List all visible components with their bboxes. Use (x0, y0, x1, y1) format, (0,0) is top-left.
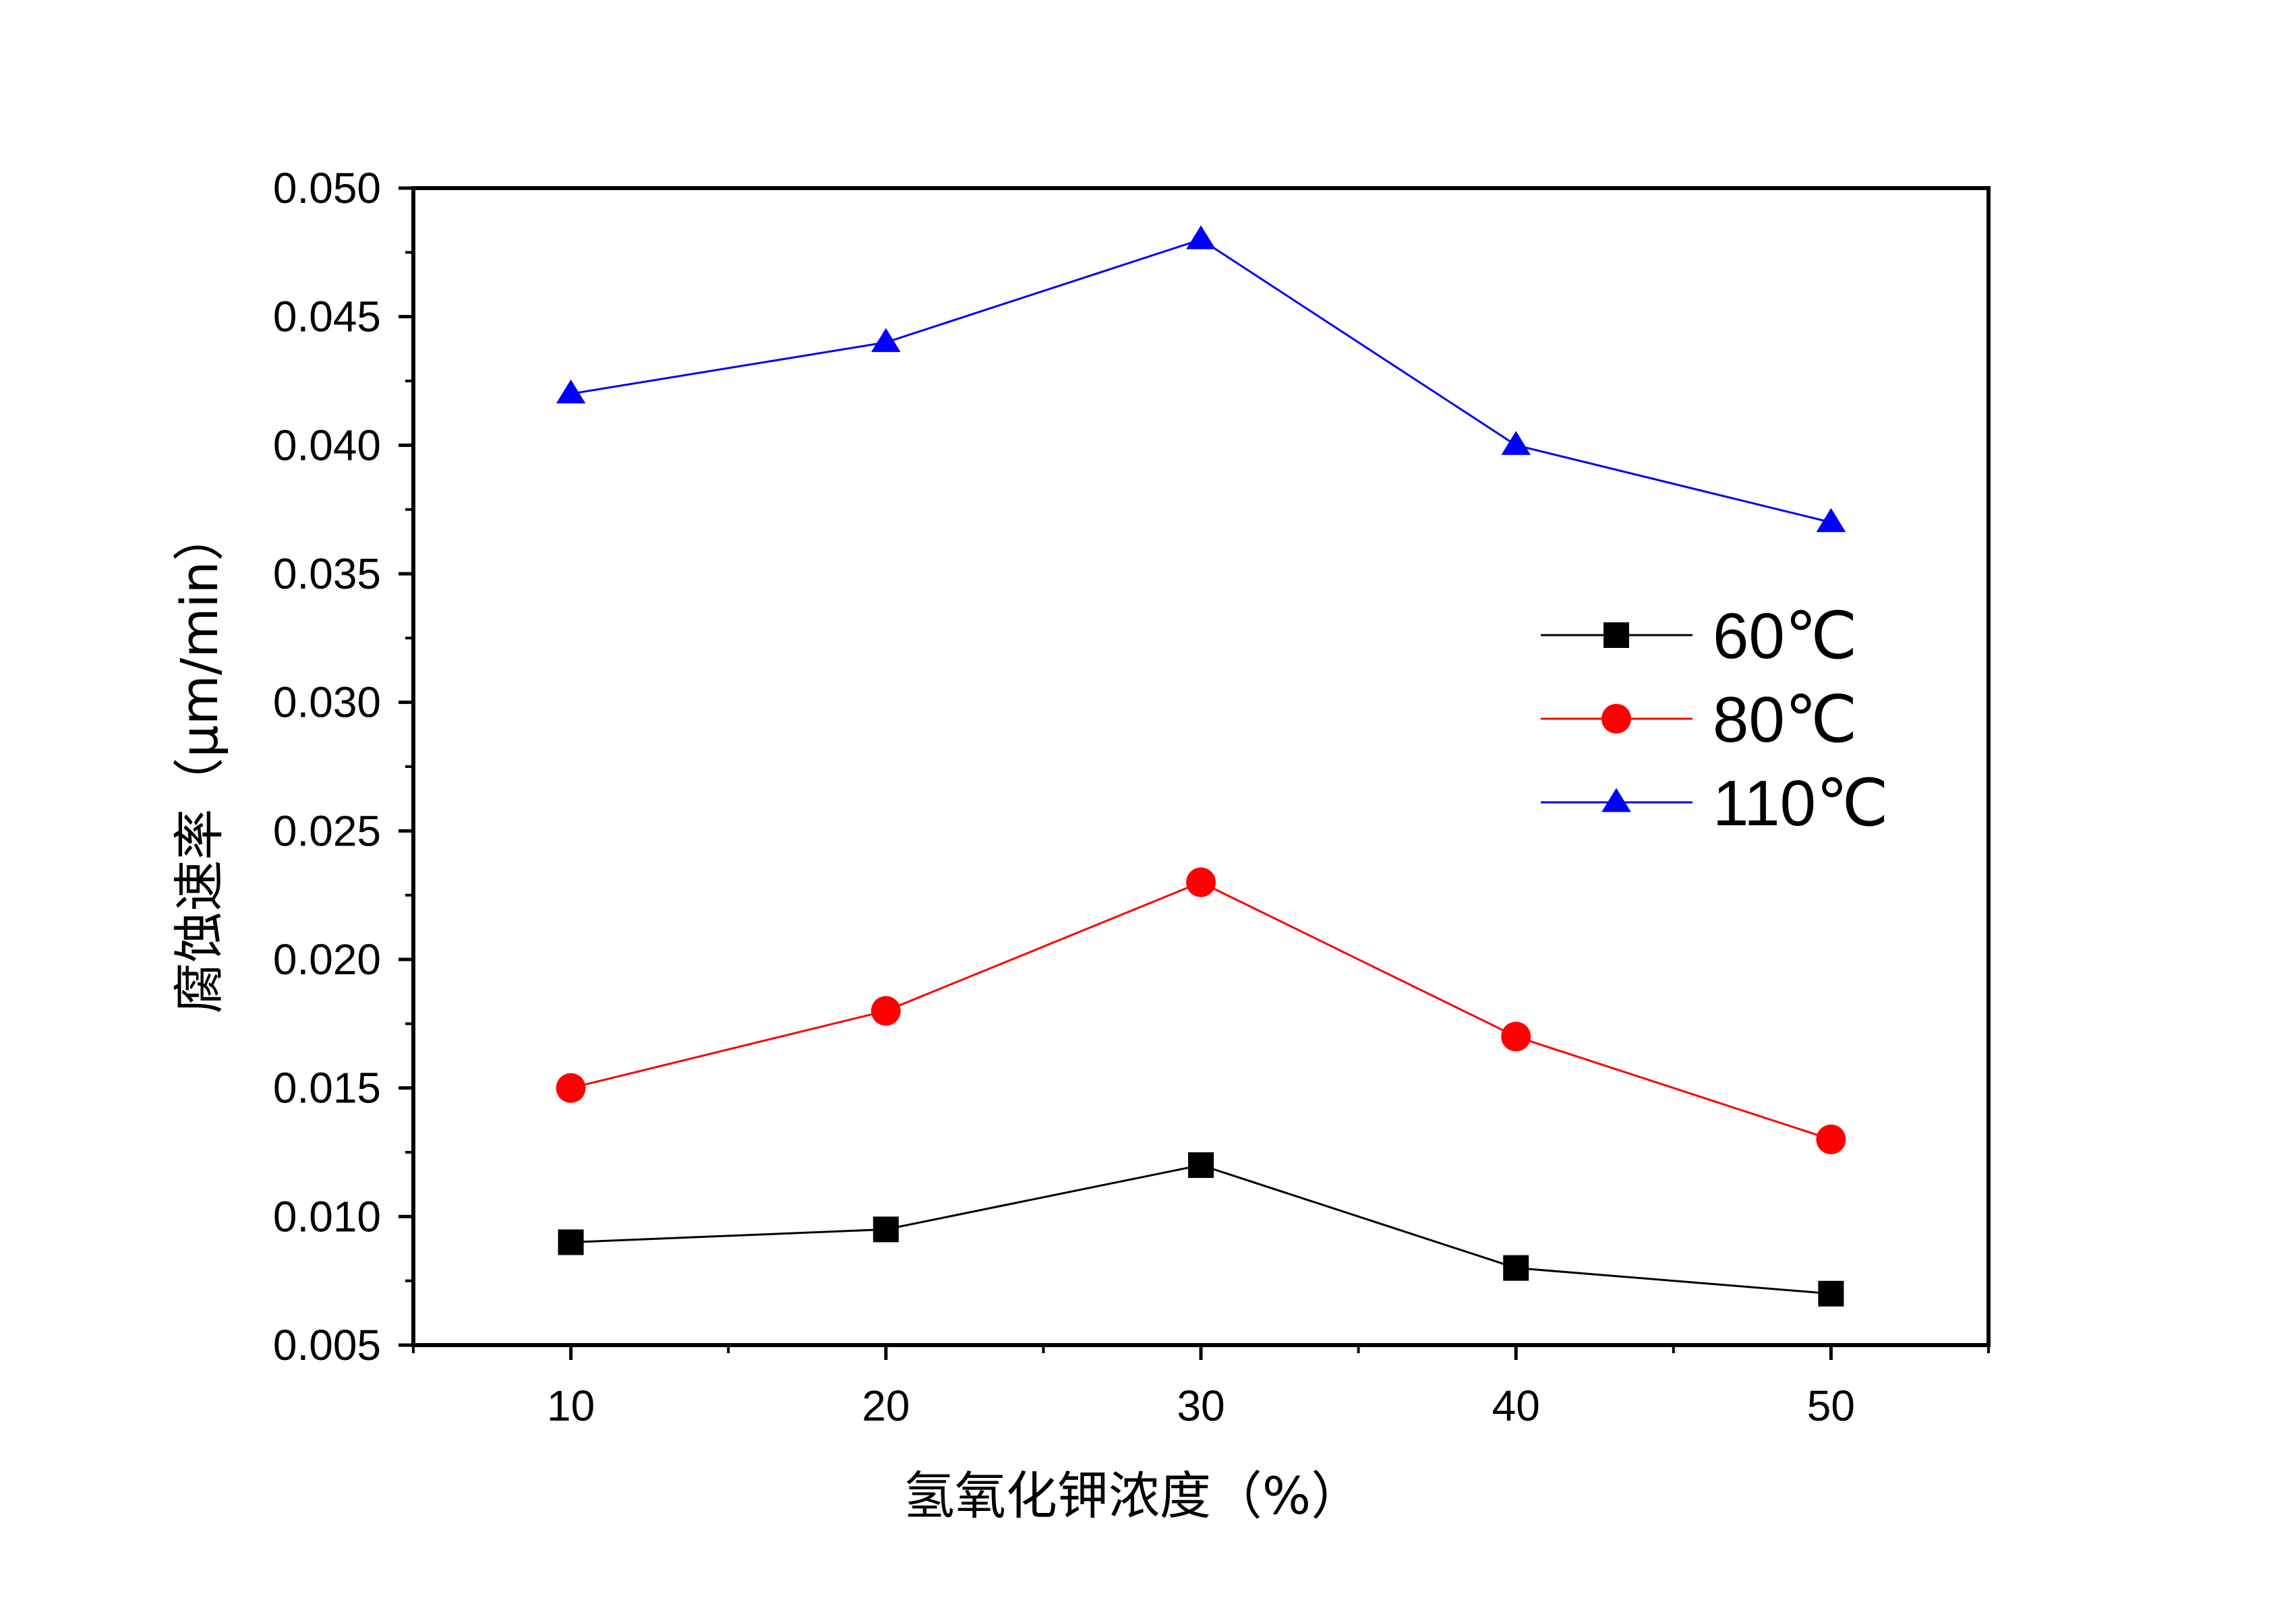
data-point (556, 379, 586, 404)
series-1 (556, 867, 1846, 1154)
x-tick-label: 30 (1177, 1382, 1225, 1430)
data-point (1816, 508, 1846, 533)
y-tick-label: 0.030 (273, 678, 381, 727)
data-point (1501, 431, 1531, 455)
series-2 (556, 225, 1846, 533)
data-point (1188, 1152, 1214, 1179)
data-point (871, 996, 901, 1026)
legend-label: 80℃ (1713, 684, 1858, 756)
x-tick-label: 40 (1492, 1382, 1540, 1430)
y-tick-label: 0.025 (273, 806, 381, 855)
data-point (873, 1216, 899, 1243)
data-point (556, 1073, 586, 1103)
legend-item: 110℃ (1541, 767, 1889, 839)
x-tick-label: 20 (862, 1382, 910, 1430)
y-tick-label: 0.020 (273, 935, 381, 984)
legend-label: 110℃ (1713, 767, 1889, 839)
ticks-layer: 0.005 0.010 0.015 0.020 0.025 0.030 0.035 0.040… (273, 164, 1990, 1430)
data-point (1186, 867, 1216, 897)
y-tick-label: 0.045 (273, 293, 381, 341)
x-tick-label: 50 (1807, 1382, 1855, 1430)
data-point (1818, 1280, 1844, 1307)
y-tick-label: 0.005 (273, 1321, 381, 1369)
data-point (1503, 1255, 1529, 1281)
legend-marker (1603, 622, 1629, 648)
legend-marker (1601, 704, 1631, 734)
y-axis-title: 腐蚀速率（μm/min） (169, 510, 229, 1013)
data-point (871, 328, 901, 353)
legend-marker (1601, 788, 1631, 812)
y-tick-label: 0.040 (273, 421, 381, 469)
x-axis-title: 氢氧化钾浓度（%） (904, 1466, 1362, 1526)
legend: 60℃ 80℃ 110℃ (1541, 600, 1889, 839)
legend-label: 60℃ (1713, 600, 1858, 672)
legend-item: 60℃ (1541, 600, 1858, 672)
series-layer (556, 225, 1846, 1307)
legend-item: 80℃ (1541, 684, 1858, 756)
y-tick-label: 0.050 (273, 164, 381, 212)
series-0 (558, 1152, 1844, 1307)
data-point (558, 1229, 584, 1255)
y-tick-label: 0.015 (273, 1064, 381, 1112)
y-tick-label: 0.035 (273, 549, 381, 598)
plot-frame (411, 186, 1991, 1347)
data-point (1816, 1124, 1846, 1154)
x-tick-label: 10 (547, 1382, 595, 1430)
data-point (1186, 225, 1216, 249)
data-point (1501, 1021, 1531, 1052)
y-tick-label: 0.010 (273, 1192, 381, 1241)
